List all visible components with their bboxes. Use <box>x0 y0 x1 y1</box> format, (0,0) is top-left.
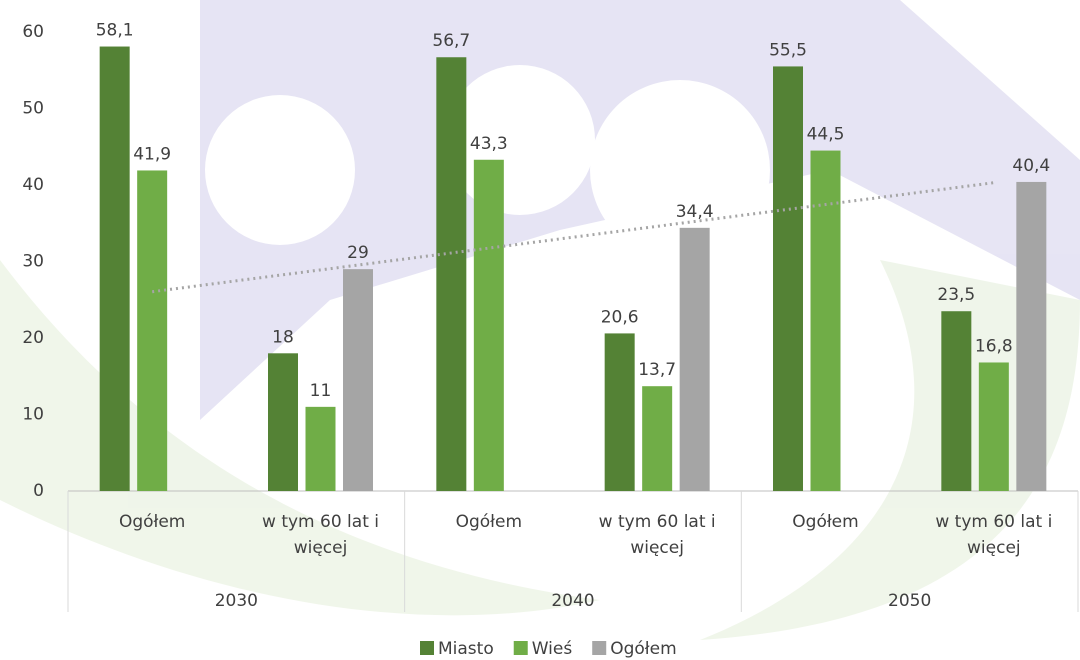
bar <box>137 170 167 491</box>
data-label: 43,3 <box>470 134 508 154</box>
x-tick-label: Ogółem <box>751 509 901 535</box>
chart-root: 010203040506058,141,918112956,743,320,61… <box>0 0 1080 660</box>
legend-swatch <box>514 641 528 655</box>
y-tick-label: 60 <box>22 22 44 42</box>
data-label: 18 <box>272 327 294 347</box>
chart: 010203040506058,141,918112956,743,320,61… <box>0 0 1080 660</box>
bar <box>100 47 130 491</box>
watermark-circle <box>445 65 595 215</box>
y-tick-label: 20 <box>22 328 44 348</box>
x-tick-label: w tym 60 lat i więcej <box>246 509 396 561</box>
bar <box>436 57 466 491</box>
x-tick-label: w tym 60 lat i więcej <box>582 509 732 561</box>
y-tick-label: 30 <box>22 252 44 272</box>
bar <box>941 311 971 491</box>
legend-label: Miasto <box>438 639 494 659</box>
legend-label: Wieś <box>532 639 573 659</box>
y-tick-label: 50 <box>22 99 44 119</box>
data-label: 16,8 <box>975 336 1013 356</box>
data-label: 41,9 <box>133 144 171 164</box>
bar <box>680 228 710 491</box>
data-label: 20,6 <box>601 307 639 327</box>
bar <box>268 353 298 491</box>
legend-swatch <box>420 641 434 655</box>
data-label: 44,5 <box>807 125 845 145</box>
bar <box>343 269 373 491</box>
bar <box>1016 182 1046 491</box>
data-label: 55,5 <box>769 40 807 60</box>
data-label: 40,4 <box>1012 156 1050 176</box>
legend-label: Ogółem <box>610 639 676 659</box>
bar <box>605 333 635 491</box>
x-tick-label: Ogółem <box>77 509 227 535</box>
watermark-circle <box>205 95 355 245</box>
legend-swatch <box>592 641 606 655</box>
data-label: 23,5 <box>937 285 975 305</box>
group-label: 2030 <box>161 588 311 614</box>
y-tick-label: 40 <box>22 175 44 195</box>
y-tick-label: 0 <box>33 481 44 501</box>
group-label: 2050 <box>835 588 985 614</box>
data-label: 29 <box>347 243 369 263</box>
bar <box>811 151 841 491</box>
x-tick-label: w tym 60 lat i więcej <box>919 509 1069 561</box>
data-label: 13,7 <box>638 360 676 380</box>
x-tick-label: Ogółem <box>414 509 564 535</box>
y-tick-label: 10 <box>22 405 44 425</box>
bar <box>979 362 1009 491</box>
data-label: 34,4 <box>676 202 714 222</box>
bar <box>306 407 336 491</box>
data-label: 56,7 <box>432 31 470 51</box>
group-label: 2040 <box>498 588 648 614</box>
bar <box>642 386 672 491</box>
bar <box>474 160 504 491</box>
bar <box>773 66 803 491</box>
data-label: 11 <box>310 381 332 401</box>
data-label: 58,1 <box>96 21 134 41</box>
